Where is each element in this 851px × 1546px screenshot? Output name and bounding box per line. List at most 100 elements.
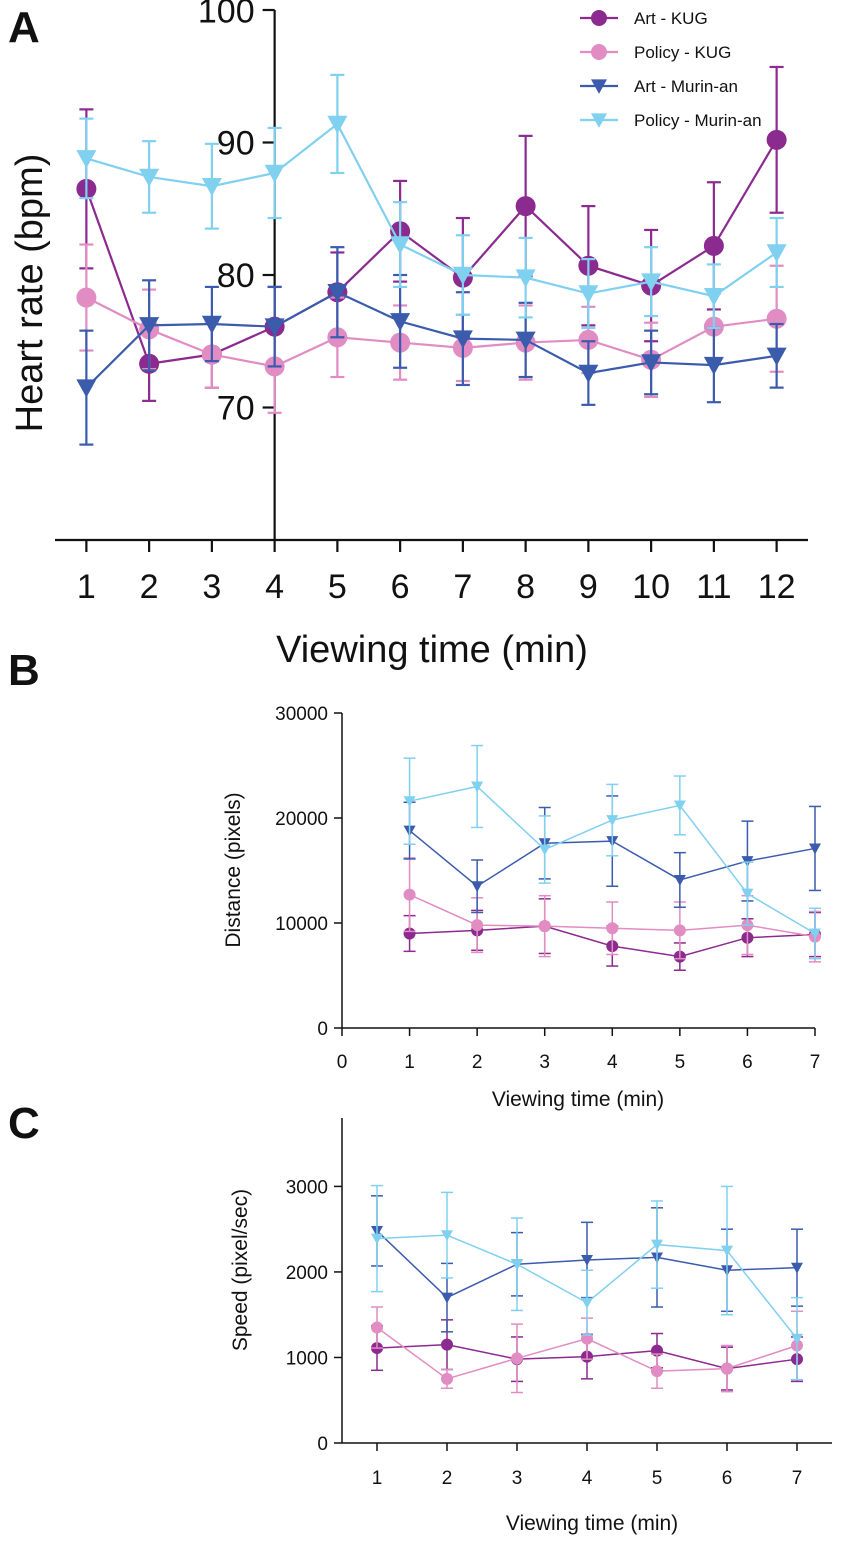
chart-c-point-art-murin-an [441, 1292, 453, 1304]
chart-c-x-tick-label: 2 [442, 1468, 453, 1489]
panel-label-b: B [8, 646, 40, 695]
chart-a-point-art-murin-an [390, 313, 411, 332]
chart-b-x-tick-label: 7 [810, 1052, 821, 1073]
legend-label: Policy - Murin-an [634, 111, 762, 130]
chart-a-y-tick-label: 80 [217, 257, 255, 295]
chart-c-x-tick-label: 4 [582, 1468, 593, 1489]
chart-b-point-policy-murin-an [741, 888, 754, 900]
chart-a-series-policy-kug [76, 243, 787, 414]
chart-a-line-art-kug [85, 139, 778, 365]
chart-b-x-tick-label: 0 [337, 1052, 348, 1073]
chart-c-point-art-murin-an [581, 1255, 593, 1266]
chart-b-x-tick-label: 1 [404, 1052, 415, 1073]
chart-c-point-policy-murin-an [721, 1245, 733, 1257]
chart-a-ylabel: Heart rate (bpm) [9, 154, 51, 433]
chart-c-point-policy-murin-an [371, 1233, 383, 1245]
chart-b-y-tick-label: 20000 [275, 809, 328, 830]
chart-a-point-policy-murin-an [452, 266, 473, 285]
chart-a-line-policy-murin-an [86, 122, 778, 298]
chart-c-point-policy-murin-an [791, 1333, 803, 1345]
chart-c-y-tick-label: 1000 [286, 1348, 328, 1369]
chart-a-x-tick-label: 6 [391, 568, 410, 606]
chart-c-point-policy-kug [511, 1352, 523, 1365]
chart-b-series-policy-murin-an [403, 744, 821, 960]
chart-b-point-art-murin-an [673, 875, 686, 886]
chart-b-point-policy-murin-an [538, 844, 551, 856]
chart-a-series-policy-murin-an [76, 73, 787, 330]
chart-b-x-tick-label: 5 [675, 1052, 686, 1073]
chart-c-point-policy-kug [371, 1321, 383, 1334]
legend-item-art-kug: Art - KUG [580, 9, 708, 28]
chart-a-x-tick-label: 11 [696, 568, 731, 606]
chart-a-line-art-murin-an [85, 290, 777, 389]
chart-c-y-tick-label: 3000 [286, 1177, 328, 1198]
chart-a-x-tick-label: 9 [579, 568, 598, 606]
chart-c-series-policy-murin-an [371, 1184, 803, 1381]
chart-a-point-art-kug [515, 196, 536, 217]
chart-b-point-art-murin-an [471, 881, 484, 893]
chart-a-point-policy-murin-an [264, 164, 285, 183]
chart-b-x-tick-label: 2 [472, 1052, 483, 1073]
chart-a-point-policy-murin-an [76, 150, 97, 169]
chart-a-point-art-kug [766, 129, 787, 150]
chart-b-point-policy-murin-an [471, 781, 484, 793]
chart-b-point-policy-kug [606, 922, 619, 935]
chart-c: 1 2 3 4 5 6 7 0 1000 2000 3000 Viewing time (min) Sp… [229, 1118, 832, 1535]
chart-a-point-policy-murin-an [578, 285, 599, 304]
chart-a-x-tick-label: 1 [77, 568, 96, 606]
chart-a-point-art-kug [703, 235, 724, 256]
chart-b-y-tick-label: 10000 [275, 914, 328, 935]
chart-b-point-policy-kug [403, 888, 416, 901]
chart-a-point-policy-murin-an [766, 244, 787, 263]
legend-marker [591, 44, 607, 60]
chart-c-point-policy-murin-an [511, 1259, 523, 1271]
chart-c-point-art-murin-an [791, 1262, 803, 1274]
chart-c-x-tick-label: 3 [512, 1468, 523, 1489]
legend-label: Policy - KUG [634, 43, 731, 62]
chart-c-y-tick-label: 0 [317, 1434, 328, 1455]
chart-a-point-art-murin-an [452, 330, 473, 349]
chart-b-x-tick-label: 3 [539, 1052, 550, 1073]
chart-a-line-policy-kug [85, 296, 777, 368]
chart-a-x-tick-label: 10 [632, 568, 670, 606]
chart-a-point-policy-murin-an [139, 168, 160, 187]
legend-label: Art - Murin-an [634, 77, 738, 96]
chart-b-point-policy-kug [673, 924, 686, 937]
chart-a-point-policy-murin-an [327, 115, 348, 134]
chart-b-x-tick-label: 6 [742, 1052, 753, 1073]
chart-b-point-policy-murin-an [809, 928, 821, 940]
chart-c-ylabel: Speed (pixel/sec) [229, 1189, 252, 1351]
chart-b: 0 1 2 3 4 5 6 7 0 10000 20000 30000 Viewing time (mi… [222, 704, 821, 1111]
chart-a-y-tick-label: 70 [217, 390, 255, 428]
chart-a-point-art-murin-an [201, 315, 222, 334]
chart-a-point-policy-kug [76, 287, 97, 308]
chart-a-point-policy-murin-an [515, 269, 536, 288]
chart-c-point-policy-kug [721, 1362, 733, 1375]
chart-a-point-art-murin-an [264, 318, 285, 337]
chart-c-x-tick-label: 1 [372, 1468, 383, 1489]
chart-b-point-policy-murin-an [673, 800, 686, 812]
legend-item-policy-murin-an: Policy - Murin-an [580, 111, 762, 130]
chart-c-x-tick-label: 7 [792, 1468, 803, 1489]
chart-a-point-art-murin-an [76, 379, 97, 398]
chart-a-y-tick-label: 100 [198, 0, 255, 30]
chart-a-x-tick-label: 7 [453, 568, 472, 606]
chart-b-y-tick-label: 30000 [275, 704, 328, 725]
chart-b-point-art-murin-an [809, 843, 821, 855]
chart-a-y-tick-label: 90 [217, 125, 255, 163]
legend-item-art-murin-an: Art - Murin-an [580, 77, 738, 96]
chart-a-point-art-murin-an [327, 283, 348, 303]
chart-a-x-tick-label: 2 [140, 568, 159, 606]
chart-a-point-policy-murin-an [703, 287, 724, 307]
chart-b-xlabel: Viewing time (min) [492, 1088, 664, 1111]
chart-a-x-tick-label: 4 [265, 568, 284, 606]
panel-label-a: A [8, 3, 40, 52]
chart-a-point-policy-murin-an [641, 273, 662, 292]
chart-c-point-policy-kug [651, 1365, 663, 1378]
chart-a-point-art-murin-an [578, 364, 599, 383]
chart-b-point-policy-murin-an [403, 796, 416, 808]
chart-a-xlabel: Viewing time (min) [276, 629, 588, 671]
chart-b-point-policy-kug [538, 920, 551, 933]
